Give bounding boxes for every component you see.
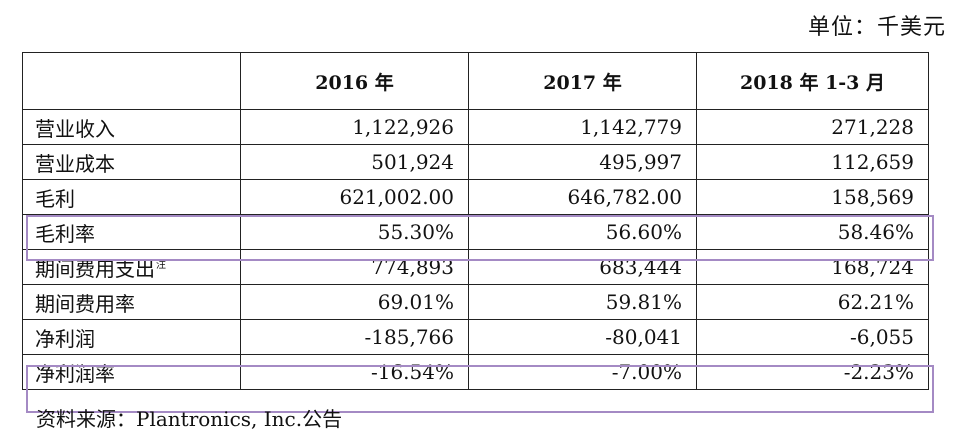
- header-cell-2016: 2016 年: [240, 52, 469, 110]
- cell-2017: 495,997: [468, 144, 697, 180]
- cell-2018q1: -6,055: [696, 319, 929, 355]
- row-label: 毛利: [22, 179, 241, 215]
- cell-2018q1: -2.23%: [696, 354, 929, 390]
- cell-2016: 501,924: [240, 144, 469, 180]
- cell-2018q1: 62.21%: [696, 284, 929, 320]
- row-label: 净利润率: [22, 354, 241, 390]
- table-row: 毛利率 55.30% 56.60% 58.46%: [22, 214, 929, 250]
- unit-label: 单位：千美元: [807, 15, 946, 40]
- cell-2016: -185,766: [240, 319, 469, 355]
- cell-2016: 1,122,926: [240, 109, 469, 145]
- header-cell-2017: 2017 年: [468, 52, 697, 110]
- header-cell-blank: [22, 52, 241, 110]
- header-cell-2018q1: 2018 年 1-3 月: [696, 52, 929, 110]
- cell-2018q1: 112,659: [696, 144, 929, 180]
- cell-2018q1: 168,724: [696, 249, 929, 285]
- financial-table: 2016 年 2017 年 2018 年 1-3 月 营业收入 1,122,92…: [22, 52, 929, 390]
- source-note: 资料来源：Plantronics, Inc.公告: [36, 407, 343, 431]
- row-label: 期间费用率: [22, 284, 241, 320]
- cell-2018q1: 58.46%: [696, 214, 929, 250]
- row-label: 营业成本: [22, 144, 241, 180]
- table-row: 营业成本 501,924 495,997 112,659: [22, 144, 929, 180]
- cell-2017: 683,444: [468, 249, 697, 285]
- cell-2017: 59.81%: [468, 284, 697, 320]
- cell-2017: 1,142,779: [468, 109, 697, 145]
- cell-2017: 56.60%: [468, 214, 697, 250]
- cell-2016: 621,002.00: [240, 179, 469, 215]
- cell-2017: -7.00%: [468, 354, 697, 390]
- table-row: 营业收入 1,122,926 1,142,779 271,228: [22, 109, 929, 145]
- cell-2018q1: 271,228: [696, 109, 929, 145]
- table-row: 净利润 -185,766 -80,041 -6,055: [22, 319, 929, 355]
- row-label: 营业收入: [22, 109, 241, 145]
- table-row: 期间费用率 69.01% 59.81% 62.21%: [22, 284, 929, 320]
- cell-2016: 69.01%: [240, 284, 469, 320]
- table-row: 期间费用支出注 774,893 683,444 168,724: [22, 249, 929, 285]
- cell-2018q1: 158,569: [696, 179, 929, 215]
- row-label: 期间费用支出注: [22, 249, 241, 285]
- table-row: 净利润率 -16.54% -7.00% -2.23%: [22, 354, 929, 390]
- footnote-marker: 注: [156, 259, 166, 271]
- cell-2017: 646,782.00: [468, 179, 697, 215]
- cell-2016: 774,893: [240, 249, 469, 285]
- table-row: 毛利 621,002.00 646,782.00 158,569: [22, 179, 929, 215]
- cell-2016: 55.30%: [240, 214, 469, 250]
- row-label: 毛利率: [22, 214, 241, 250]
- table-header-row: 2016 年 2017 年 2018 年 1-3 月: [22, 52, 929, 110]
- cell-2016: -16.54%: [240, 354, 469, 390]
- cell-2017: -80,041: [468, 319, 697, 355]
- row-label: 净利润: [22, 319, 241, 355]
